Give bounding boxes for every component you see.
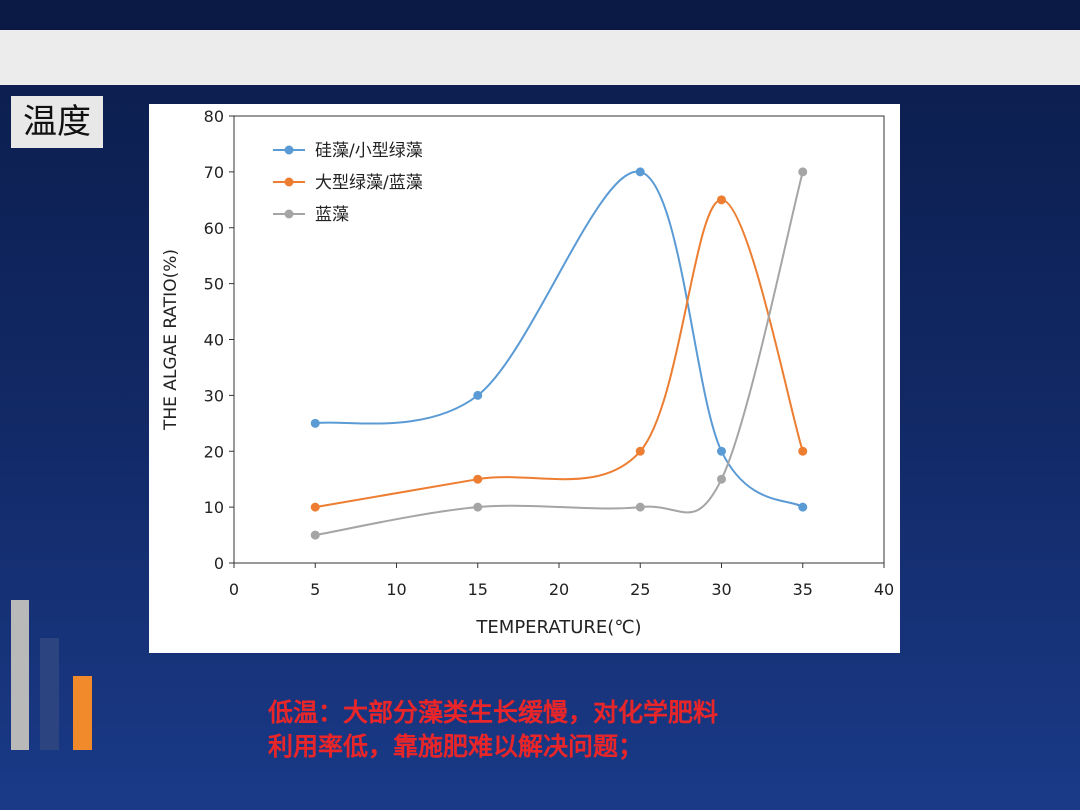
y-tick-label: 60 — [204, 219, 224, 238]
legend-label-1: 硅藻/小型绿藻 — [315, 141, 423, 161]
series-2-point — [798, 446, 808, 456]
series-2-point — [635, 446, 645, 456]
y-tick-label: 40 — [204, 331, 224, 350]
chart-panel: 0 10 20 30 40 50 60 70 80 0 5 10 15 20 25 30 35 40 TEMPERA… — [149, 104, 900, 653]
caption-text: 低温：大部分藻类生长缓慢，对化学肥料 利用率低，靠施肥难以解决问题； — [268, 696, 868, 764]
y-tick-label: 70 — [204, 163, 224, 182]
deco-bar-navy — [40, 638, 59, 750]
caption-line-2: 利用率低，靠施肥难以解决问题； — [268, 732, 644, 761]
series-2-point — [717, 195, 726, 205]
series-3-point — [635, 502, 645, 512]
series-3-point — [798, 167, 808, 177]
series-1-point — [310, 418, 320, 428]
legend-label-2: 大型绿藻/蓝藻 — [315, 173, 423, 193]
series-1-point — [473, 390, 483, 400]
title-strip — [0, 30, 1080, 85]
series-line-2 — [315, 198, 804, 509]
series-1-point — [717, 446, 726, 456]
caption-line-1: 低温：大部分藻类生长缓慢，对化学肥料 — [268, 698, 719, 727]
y-tick-label: 10 — [204, 498, 224, 517]
x-tick-label: 20 — [549, 580, 569, 599]
x-tick-label: 30 — [711, 580, 731, 599]
x-tick-label: 5 — [310, 580, 320, 599]
slide-heading: 温度 — [11, 96, 103, 148]
top-band — [0, 0, 1080, 30]
x-tick-label: 10 — [386, 580, 406, 599]
line-chart: 0 10 20 30 40 50 60 70 80 0 5 10 15 20 25 30 35 40 TEMPERA… — [161, 107, 894, 638]
legend-label-3: 蓝藻 — [315, 205, 349, 225]
x-tick-label: 0 — [229, 580, 239, 599]
series-2-point — [473, 474, 483, 484]
legend-marker-3 — [284, 209, 294, 219]
x-tick-label: 35 — [793, 580, 813, 599]
series-1-point — [798, 502, 808, 512]
deco-bar-orange — [73, 676, 92, 750]
x-tick-label: 25 — [630, 580, 650, 599]
series-3-point — [473, 502, 483, 512]
legend-marker-1 — [284, 145, 294, 155]
y-axis-title: THE ALGAE RATIO(%) — [161, 249, 181, 431]
x-tick-label: 15 — [468, 580, 488, 599]
y-tick-label: 80 — [204, 107, 224, 126]
y-tick-label: 20 — [204, 442, 224, 461]
x-axis-title: TEMPERATURE(℃) — [475, 617, 641, 638]
deco-bar-gray — [11, 600, 29, 750]
x-tick-label: 40 — [874, 580, 894, 599]
series-3-point — [717, 474, 726, 484]
y-tick-label: 0 — [214, 554, 224, 573]
series-2-point — [310, 502, 320, 512]
y-tick-label: 50 — [204, 275, 224, 294]
y-tick-label: 30 — [204, 386, 224, 405]
series-1-point — [635, 167, 645, 177]
legend-marker-2 — [284, 177, 294, 187]
series-line-3 — [315, 171, 804, 537]
series-3-point — [310, 530, 320, 540]
